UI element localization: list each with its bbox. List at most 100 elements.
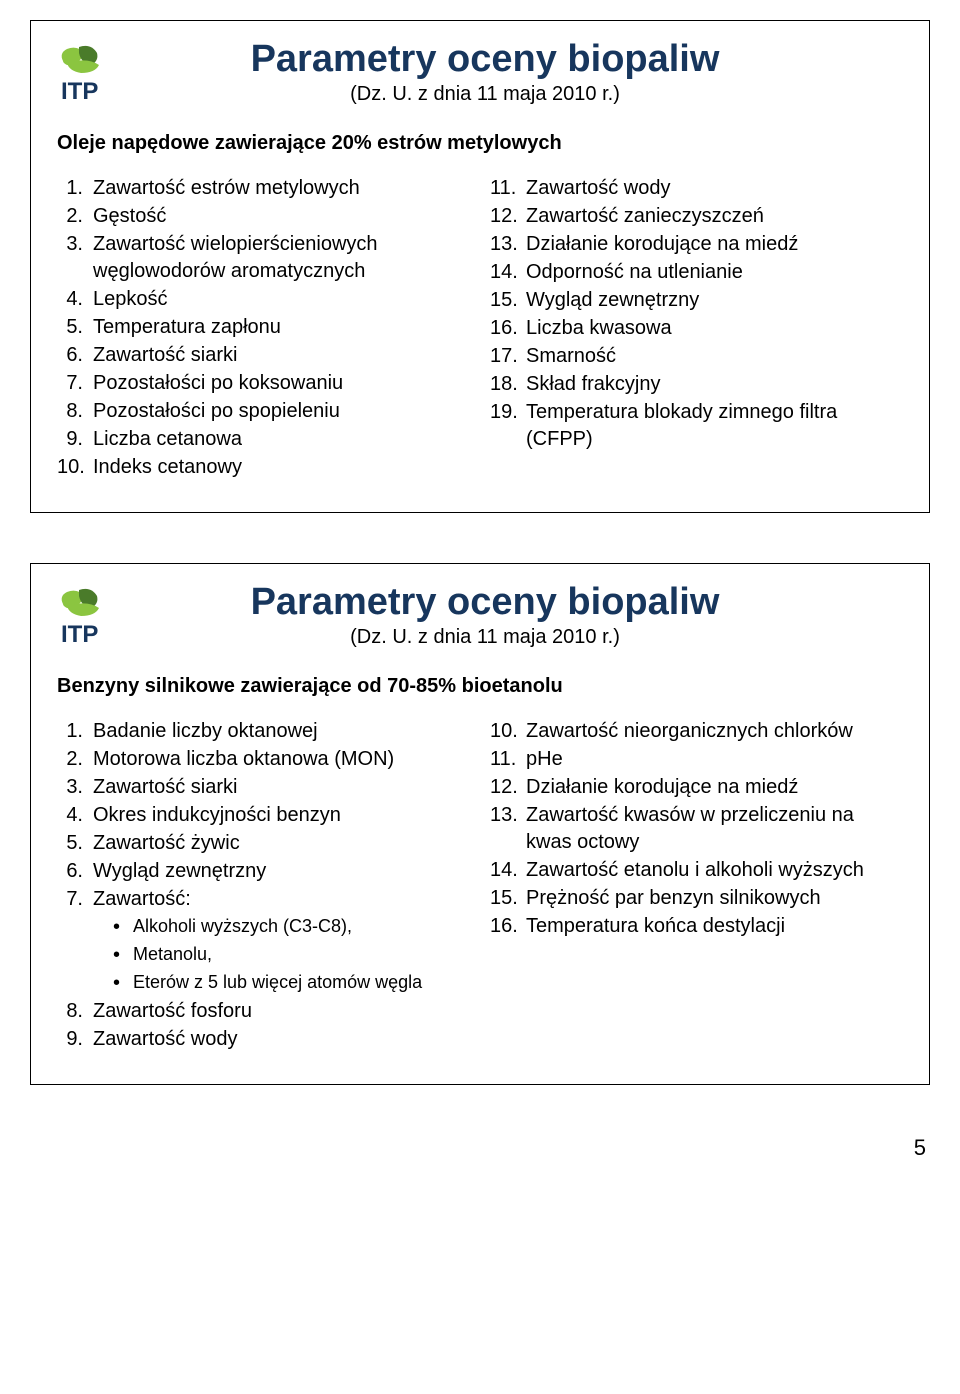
- right-column: 11.Zawartość wody12.Zawartość zanieczysz…: [490, 175, 903, 482]
- page-number: 5: [30, 1135, 930, 1161]
- list-item: 19.Temperatura blokady zimnego filtra (C…: [490, 399, 903, 453]
- content-columns: 1.Badanie liczby oktanowej2.Motorowa lic…: [57, 718, 903, 1054]
- item-text: Zawartość estrów metylowych: [93, 175, 470, 202]
- list-item: 2.Gęstość: [57, 203, 470, 230]
- list-item: 10.Indeks cetanowy: [57, 454, 470, 481]
- slide-2: ITP Parametry oceny biopaliw (Dz. U. z d…: [30, 563, 930, 1085]
- slide-subtitle: (Dz. U. z dnia 11 maja 2010 r.): [137, 626, 833, 649]
- item-text: Wygląd zewnętrzny: [93, 858, 470, 885]
- list-item: 6.Wygląd zewnętrzny: [57, 858, 470, 885]
- item-number: 13.: [490, 231, 526, 258]
- item-number: 19.: [490, 399, 526, 426]
- list-item: 15.Prężność par benzyn silnikowych: [490, 885, 903, 912]
- list-item: 7.Zawartość:: [57, 886, 470, 913]
- list-item: 3.Zawartość siarki: [57, 774, 470, 801]
- list-item: 4.Lepkość: [57, 286, 470, 313]
- item-number: 8.: [57, 398, 93, 425]
- item-text: Liczba cetanowa: [93, 426, 470, 453]
- slide-header: ITP Parametry oceny biopaliw (Dz. U. z d…: [57, 39, 903, 106]
- item-number: 6.: [57, 342, 93, 369]
- list-item: 6.Zawartość siarki: [57, 342, 470, 369]
- item-text: Motorowa liczba oktanowa (MON): [93, 746, 470, 773]
- list-item: 9.Zawartość wody: [57, 1026, 470, 1053]
- item-text: Odporność na utlenianie: [526, 259, 903, 286]
- item-text: Temperatura zapłonu: [93, 314, 470, 341]
- svg-text:ITP: ITP: [61, 621, 98, 648]
- list-item: 8.Pozostałości po spopieleniu: [57, 398, 470, 425]
- item-number: 3.: [57, 774, 93, 801]
- list-item: 11.Zawartość wody: [490, 175, 903, 202]
- slide-1: ITP Parametry oceny biopaliw (Dz. U. z d…: [30, 20, 930, 513]
- item-text: Działanie korodujące na miedź: [526, 231, 903, 258]
- item-number: 8.: [57, 998, 93, 1025]
- left-column: 1.Badanie liczby oktanowej2.Motorowa lic…: [57, 718, 470, 1054]
- title-block: Parametry oceny biopaliw (Dz. U. z dnia …: [137, 582, 903, 649]
- list-item: 17.Smarność: [490, 343, 903, 370]
- title-block: Parametry oceny biopaliw (Dz. U. z dnia …: [137, 39, 903, 106]
- list-item: 16.Temperatura końca destylacji: [490, 913, 903, 940]
- item-text: Zawartość etanolu i alkoholi wyższych: [526, 857, 903, 884]
- item-number: 7.: [57, 370, 93, 397]
- item-text: Zawartość wielopierścieniowych węglowodo…: [93, 231, 470, 285]
- section-heading: Oleje napędowe zawierające 20% estrów me…: [57, 132, 903, 155]
- item-number: 3.: [57, 231, 93, 258]
- sub-item-text: Metanolu,: [133, 942, 470, 966]
- item-text: Zawartość żywic: [93, 830, 470, 857]
- item-number: 15.: [490, 885, 526, 912]
- item-number: 16.: [490, 315, 526, 342]
- item-number: 11.: [490, 746, 526, 773]
- item-number: 9.: [57, 1026, 93, 1053]
- item-number: 17.: [490, 343, 526, 370]
- item-text: Zawartość:: [93, 886, 470, 913]
- item-number: 1.: [57, 718, 93, 745]
- item-number: 12.: [490, 774, 526, 801]
- item-number: 13.: [490, 802, 526, 829]
- list-item: 7.Pozostałości po koksowaniu: [57, 370, 470, 397]
- item-text: Pozostałości po koksowaniu: [93, 370, 470, 397]
- item-text: Lepkość: [93, 286, 470, 313]
- item-number: 10.: [57, 454, 93, 481]
- item-text: Badanie liczby oktanowej: [93, 718, 470, 745]
- item-text: Gęstość: [93, 203, 470, 230]
- item-number: 14.: [490, 259, 526, 286]
- item-text: Indeks cetanowy: [93, 454, 470, 481]
- item-number: 5.: [57, 830, 93, 857]
- item-number: 9.: [57, 426, 93, 453]
- sub-list: •Alkoholi wyższych (C3-C8),•Metanolu,•Et…: [57, 914, 470, 997]
- item-text: Skład frakcyjny: [526, 371, 903, 398]
- list-item: 9.Liczba cetanowa: [57, 426, 470, 453]
- item-text: Okres indukcyjności benzyn: [93, 802, 470, 829]
- item-number: 5.: [57, 314, 93, 341]
- item-text: Liczba kwasowa: [526, 315, 903, 342]
- list-item: 5.Zawartość żywic: [57, 830, 470, 857]
- item-text: pHe: [526, 746, 903, 773]
- item-text: Smarność: [526, 343, 903, 370]
- list-item: 10.Zawartość nieorganicznych chlorków: [490, 718, 903, 745]
- list-item: 8.Zawartość fosforu: [57, 998, 470, 1025]
- list-item: 14.Zawartość etanolu i alkoholi wyższych: [490, 857, 903, 884]
- item-text: Zawartość zanieczyszczeń: [526, 203, 903, 230]
- item-text: Prężność par benzyn silnikowych: [526, 885, 903, 912]
- item-number: 15.: [490, 287, 526, 314]
- item-text: Zawartość wody: [526, 175, 903, 202]
- section-heading: Benzyny silnikowe zawierające od 70-85% …: [57, 675, 903, 698]
- bullet-icon: •: [113, 970, 133, 997]
- item-text: Wygląd zewnętrzny: [526, 287, 903, 314]
- list-item: 13.Działanie korodujące na miedź: [490, 231, 903, 258]
- sub-list-item: •Metanolu,: [113, 942, 470, 969]
- slide-header: ITP Parametry oceny biopaliw (Dz. U. z d…: [57, 582, 903, 649]
- slide-subtitle: (Dz. U. z dnia 11 maja 2010 r.): [137, 83, 833, 106]
- item-text: Zawartość wody: [93, 1026, 470, 1053]
- slide-title: Parametry oceny biopaliw: [137, 582, 833, 624]
- list-item: 1.Zawartość estrów metylowych: [57, 175, 470, 202]
- item-number: 12.: [490, 203, 526, 230]
- item-number: 6.: [57, 858, 93, 885]
- bullet-icon: •: [113, 914, 133, 941]
- item-number: 2.: [57, 203, 93, 230]
- item-number: 16.: [490, 913, 526, 940]
- list-item: 2.Motorowa liczba oktanowa (MON): [57, 746, 470, 773]
- list-item: 12.Działanie korodujące na miedź: [490, 774, 903, 801]
- svg-text:ITP: ITP: [61, 78, 98, 105]
- sub-list-item: •Eterów z 5 lub więcej atomów węgla: [113, 970, 470, 997]
- item-number: 18.: [490, 371, 526, 398]
